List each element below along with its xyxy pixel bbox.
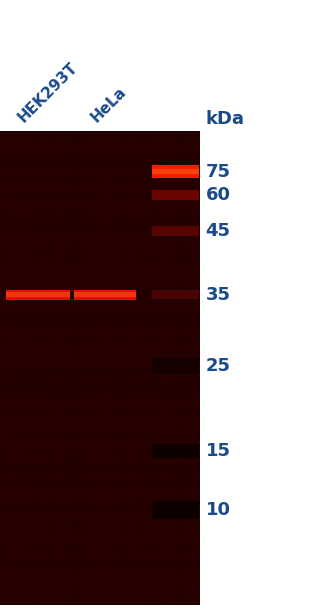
Bar xyxy=(152,226,199,235)
Bar xyxy=(74,290,136,300)
Bar xyxy=(152,444,199,458)
Text: 35: 35 xyxy=(206,286,231,304)
Text: 10: 10 xyxy=(206,501,231,519)
Bar xyxy=(152,169,199,174)
Text: 75: 75 xyxy=(206,163,231,181)
Text: 25: 25 xyxy=(206,357,231,375)
Text: 60: 60 xyxy=(206,186,231,204)
Bar xyxy=(152,190,199,200)
Bar xyxy=(74,292,136,298)
Bar xyxy=(6,292,70,298)
Text: 45: 45 xyxy=(206,222,231,240)
Text: 15: 15 xyxy=(206,442,231,460)
Bar xyxy=(152,290,199,299)
Bar xyxy=(152,357,199,374)
Bar xyxy=(6,290,70,300)
Bar xyxy=(152,165,199,178)
Text: kDa: kDa xyxy=(206,111,245,128)
Text: HEK293T: HEK293T xyxy=(15,60,80,125)
Bar xyxy=(152,501,199,519)
Text: HeLa: HeLa xyxy=(88,84,129,125)
